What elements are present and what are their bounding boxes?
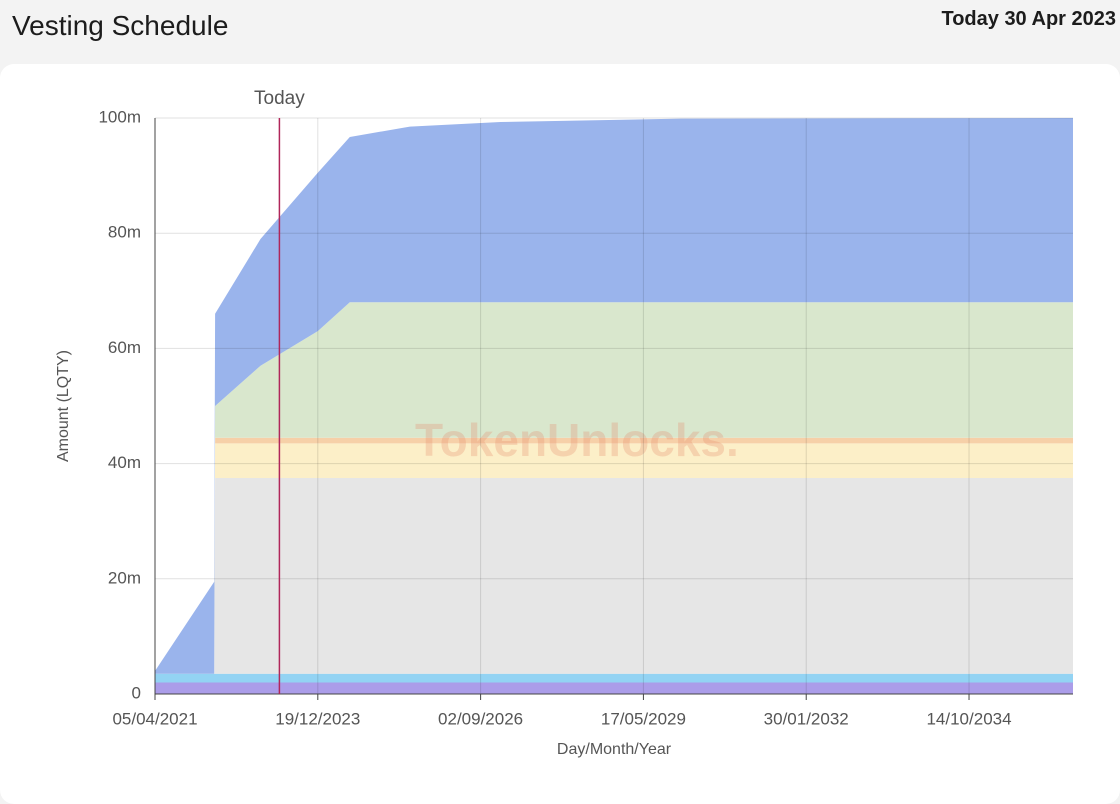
x-tick-label: 19/12/2023 [275,709,360,728]
area [155,302,1073,674]
y-axis-label: Amount (LQTY) [55,350,72,462]
today-date: Today 30 Apr 2023 [941,8,1116,30]
y-tick-label: 20m [108,568,141,587]
y-tick-label: 60m [108,338,141,357]
x-tick-label: 17/05/2029 [601,709,686,728]
annotation-label: Today [254,88,305,109]
x-tick-label: 02/09/2026 [438,709,523,728]
area [155,118,1073,674]
area [155,673,1073,683]
x-axis-label: Day/Month/Year [557,741,672,758]
y-tick-label: 0 [132,683,141,702]
y-tick-label: 100m [98,107,141,126]
x-tick-label: 14/10/2034 [926,709,1011,728]
watermark: TokenUnlocks. [415,414,739,466]
area [155,682,1073,694]
area [155,478,1073,674]
y-tick-label: 40m [108,453,141,472]
x-tick-label: 05/04/2021 [112,709,197,728]
area [155,443,1073,674]
page-title: Vesting Schedule [12,10,229,41]
y-tick-label: 80m [108,223,141,242]
x-tick-label: 30/01/2032 [764,709,849,728]
